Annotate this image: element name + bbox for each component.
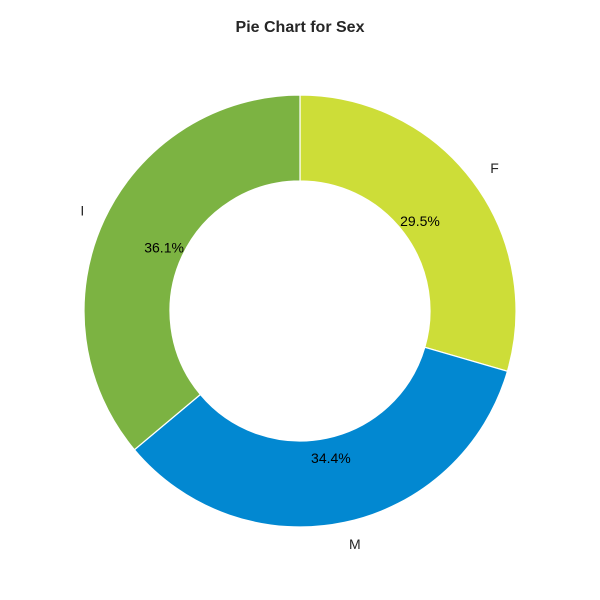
slice-m — [133, 346, 509, 528]
donut-slices — [83, 94, 517, 528]
slice-i — [83, 94, 301, 451]
chart-title: Pie Chart for Sex — [236, 19, 365, 36]
percentage-labels: 29.5% 34.4% 36.1% — [144, 213, 440, 466]
category-label-i: I — [80, 202, 84, 218]
percentage-label-m: 34.4% — [311, 450, 351, 466]
percentage-label-i: 36.1% — [144, 240, 184, 256]
category-label-f: F — [490, 160, 499, 176]
category-label-m: M — [349, 536, 361, 552]
slice-f — [299, 94, 517, 373]
category-labels: F M I — [80, 160, 498, 552]
percentage-label-f: 29.5% — [400, 213, 440, 229]
